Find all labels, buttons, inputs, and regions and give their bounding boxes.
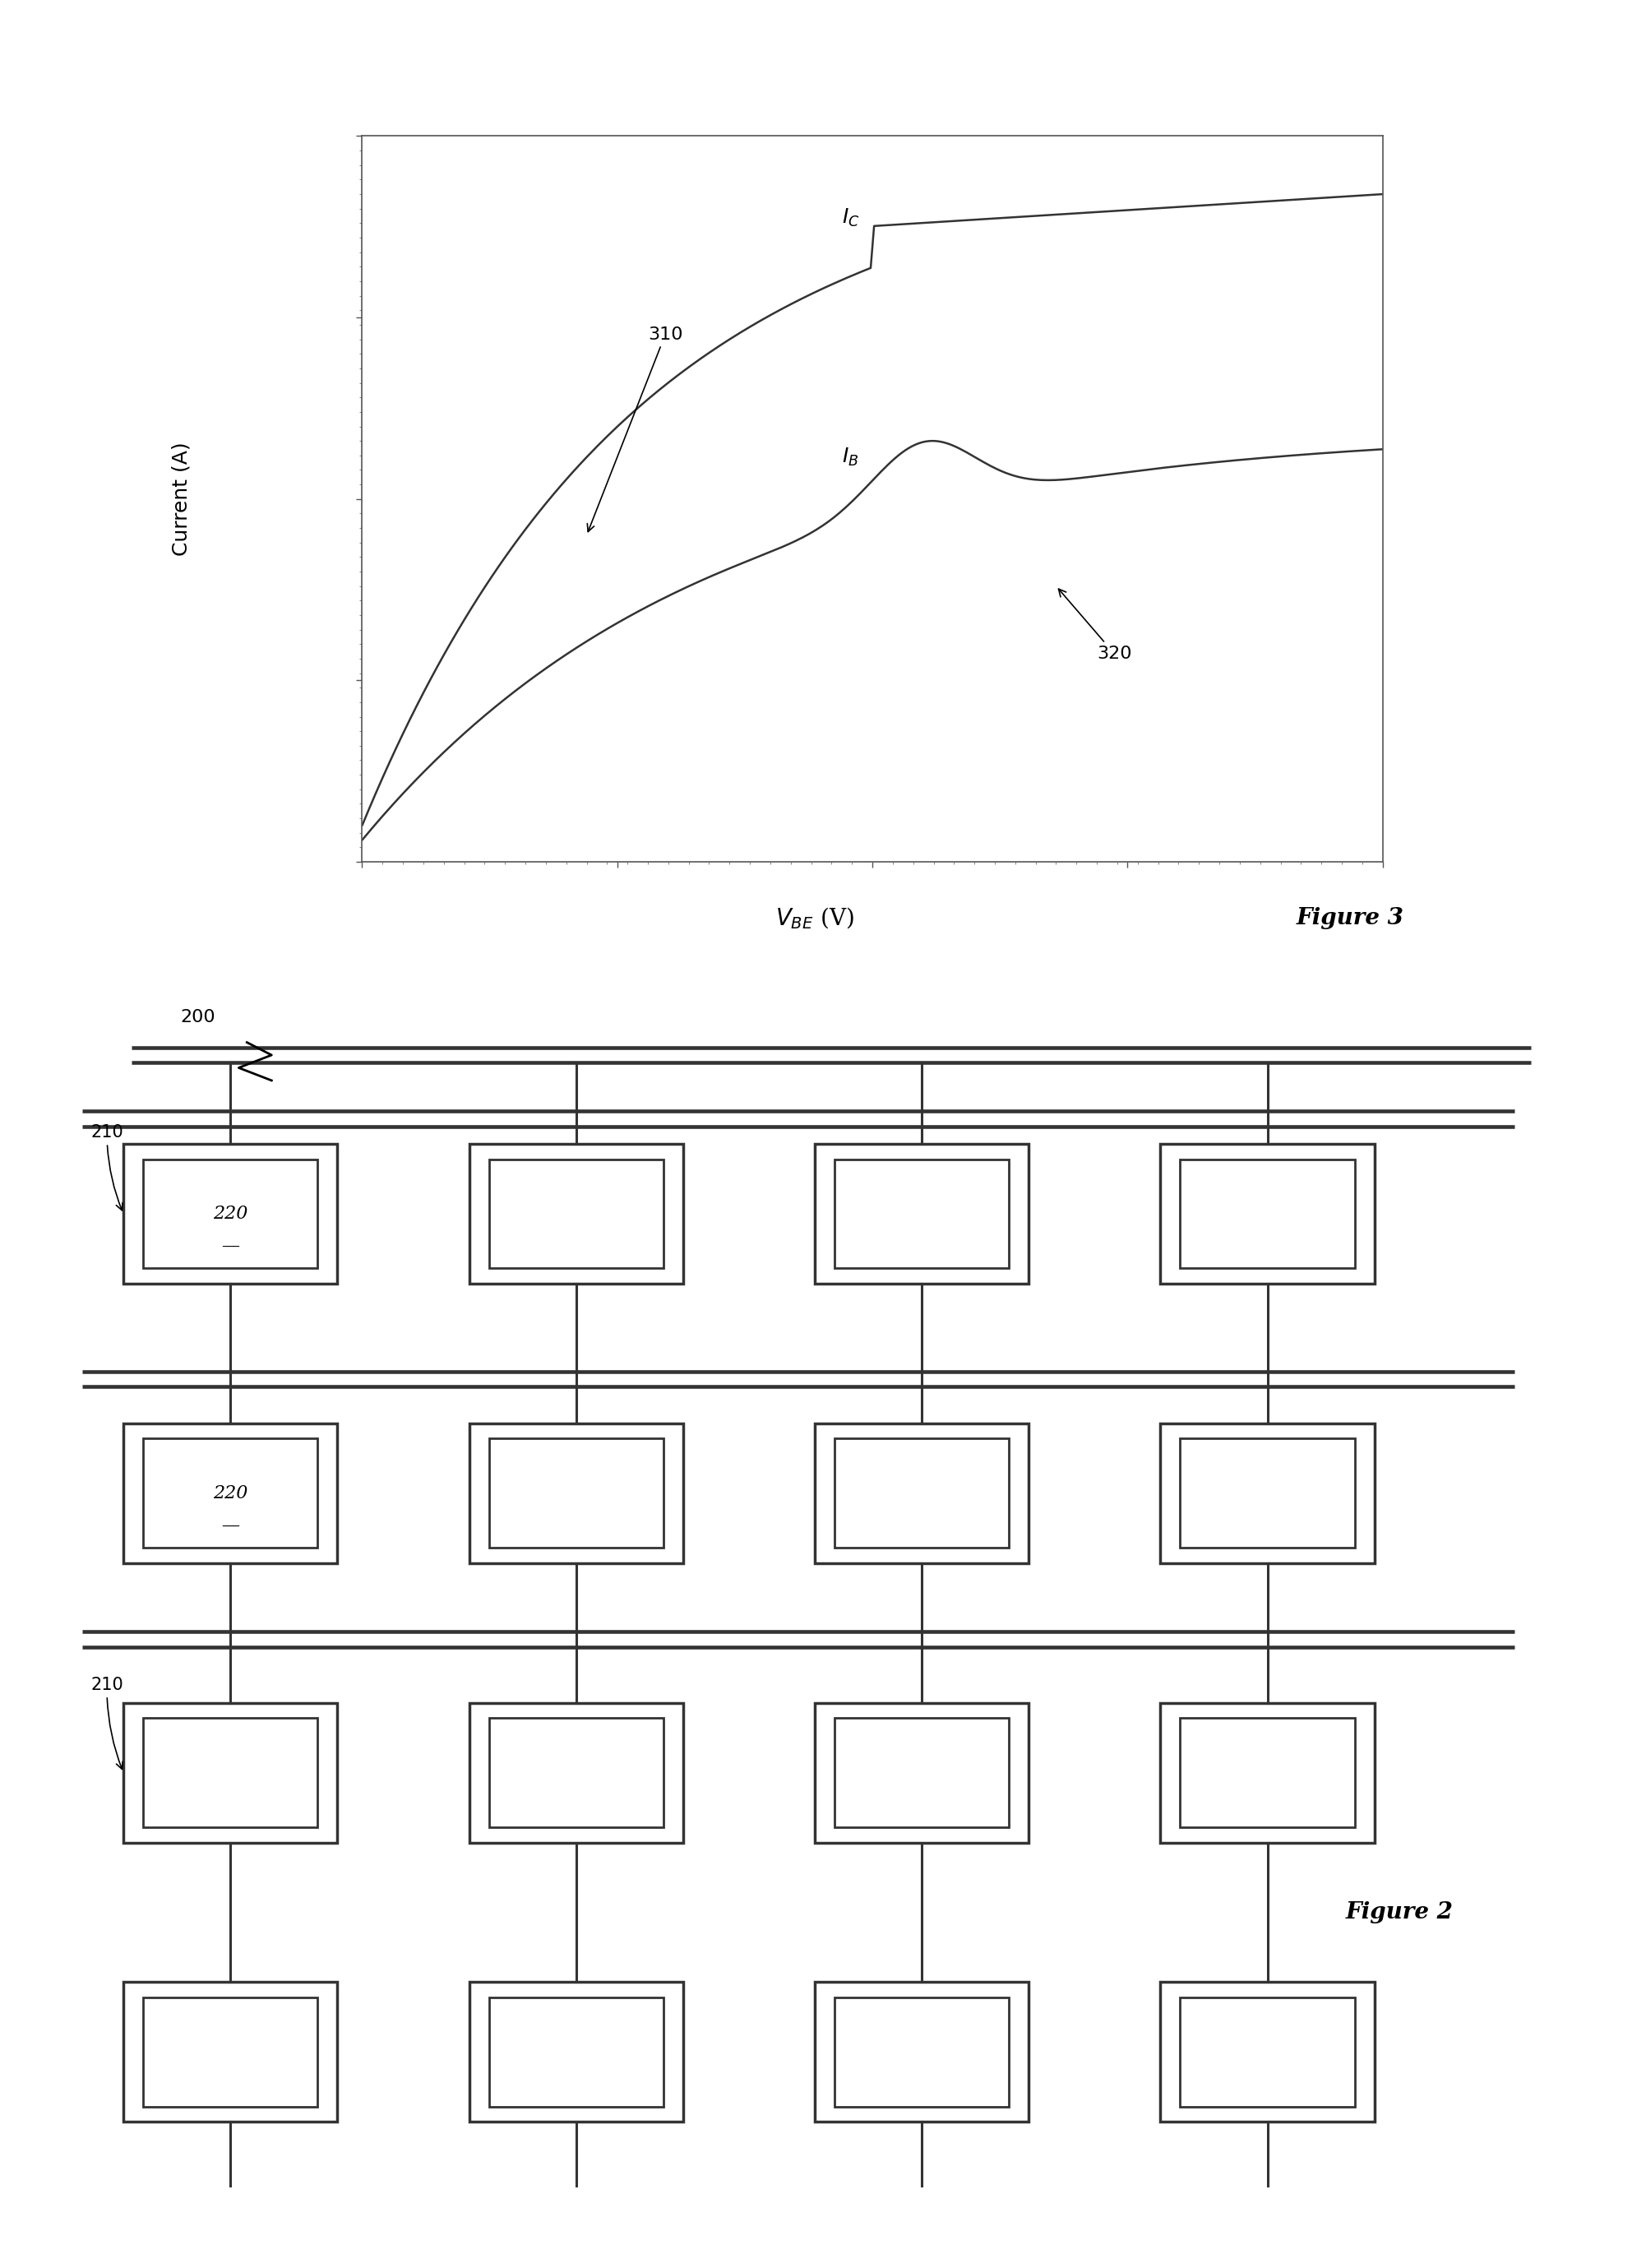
FancyBboxPatch shape [835,1998,1009,2107]
FancyBboxPatch shape [1160,1424,1374,1563]
FancyBboxPatch shape [1180,1159,1355,1268]
FancyBboxPatch shape [815,1703,1029,1842]
FancyBboxPatch shape [1160,1703,1374,1842]
FancyBboxPatch shape [469,1982,683,2123]
FancyBboxPatch shape [815,1424,1029,1563]
FancyBboxPatch shape [123,1703,337,1842]
Text: 220: 220 [212,1483,249,1501]
Text: 310: 310 [588,327,683,531]
Text: 320: 320 [1058,590,1132,662]
FancyBboxPatch shape [835,1438,1009,1547]
Text: Current (A): Current (A) [171,442,191,556]
Text: 220: 220 [212,1204,249,1222]
FancyBboxPatch shape [143,1719,318,1828]
FancyBboxPatch shape [815,1982,1029,2123]
Text: $I_B$: $I_B$ [841,447,859,467]
Text: $I_C$: $I_C$ [841,206,859,229]
FancyBboxPatch shape [489,1998,663,2107]
FancyBboxPatch shape [1160,1982,1374,2123]
FancyBboxPatch shape [489,1438,663,1547]
Text: Figure 2: Figure 2 [1345,1901,1453,1923]
FancyBboxPatch shape [469,1143,683,1284]
FancyBboxPatch shape [489,1159,663,1268]
Text: $V_{BE}$ (V): $V_{BE}$ (V) [775,905,854,932]
Text: 210: 210 [91,1676,123,1769]
FancyBboxPatch shape [143,1159,318,1268]
Text: 210: 210 [91,1125,123,1211]
FancyBboxPatch shape [1180,1719,1355,1828]
FancyBboxPatch shape [469,1424,683,1563]
FancyBboxPatch shape [835,1719,1009,1828]
FancyBboxPatch shape [1160,1143,1374,1284]
Text: ___: ___ [222,1236,239,1247]
FancyBboxPatch shape [815,1143,1029,1284]
FancyBboxPatch shape [835,1159,1009,1268]
Text: ___: ___ [222,1515,239,1526]
FancyBboxPatch shape [123,1982,337,2123]
FancyBboxPatch shape [489,1719,663,1828]
FancyBboxPatch shape [469,1703,683,1842]
FancyBboxPatch shape [123,1143,337,1284]
Text: Figure 3: Figure 3 [1295,907,1404,930]
FancyBboxPatch shape [1180,1998,1355,2107]
FancyBboxPatch shape [1180,1438,1355,1547]
FancyBboxPatch shape [123,1424,337,1563]
Text: 200: 200 [179,1009,216,1025]
FancyBboxPatch shape [143,1438,318,1547]
FancyBboxPatch shape [143,1998,318,2107]
